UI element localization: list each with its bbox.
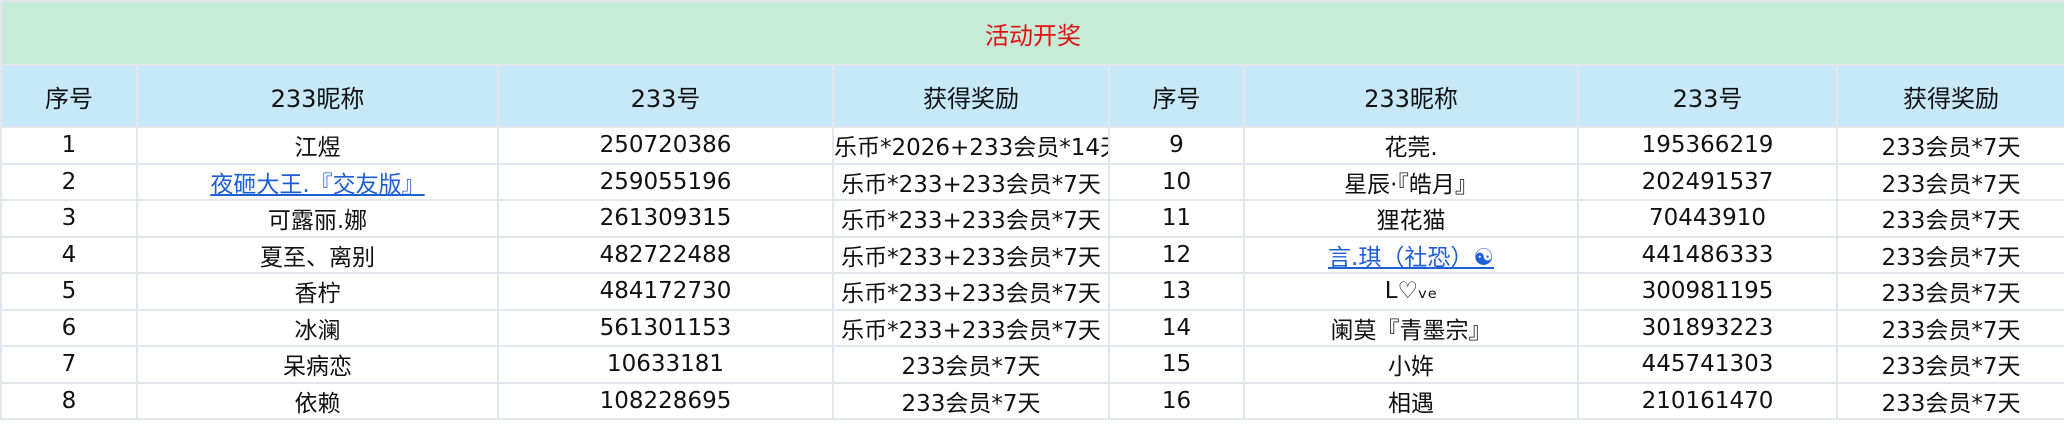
cell-nick: 花莞. xyxy=(1243,126,1579,165)
lottery-results-table: 活动开奖 序号 233昵称 233号 获得奖励 序号 233昵称 233号 获得奖励 1 江煜 2… xyxy=(0,0,2064,420)
cell-no: 14 xyxy=(1108,308,1245,347)
column-header: 233昵称 xyxy=(1243,64,1579,128)
cell-id: 445741303 xyxy=(1577,345,1838,384)
nickname-link[interactable]: 夜砸大王.『交友版』 xyxy=(210,171,425,198)
cell-prize: 233会员*7天 xyxy=(1836,308,2064,347)
cell-prize: 233会员*7天 xyxy=(1836,162,2064,201)
cell-prize: 233会员*7天 xyxy=(1836,126,2064,165)
cell-id: 261309315 xyxy=(497,199,834,238)
table-row: 3 可露丽.娜 261309315 乐币*233+233会员*7天 11 狸花猫 70443… xyxy=(0,199,2064,238)
cell-nick: 星辰·『皓月』 xyxy=(1243,162,1579,201)
cell-prize: 乐币*233+233会员*7天 xyxy=(832,272,1110,311)
cell-nick: 可露丽.娜 xyxy=(136,199,499,238)
cell-nick: 小姩 xyxy=(1243,345,1579,384)
column-header: 233昵称 xyxy=(136,64,499,128)
table-row: 1 江煜 250720386 乐币*2026+233会员*14天 9 花莞. 1953662… xyxy=(0,126,2064,165)
table-row: 6 冰澜 561301153 乐币*233+233会员*7天 14 阑莫『青墨宗』 3018… xyxy=(0,308,2064,347)
cell-no: 2 xyxy=(0,162,138,201)
cell-nick: 夜砸大王.『交友版』 xyxy=(136,162,499,201)
table-row: 2 夜砸大王.『交友版』 259055196 乐币*233+233会员*7天 10 星辰·… xyxy=(0,162,2064,201)
column-header: 233号 xyxy=(497,64,834,128)
cell-prize: 乐币*233+233会员*7天 xyxy=(832,199,1110,238)
cell-no: 4 xyxy=(0,235,138,274)
cell-id: 250720386 xyxy=(497,126,834,165)
cell-prize: 乐币*2026+233会员*14天 xyxy=(832,126,1110,165)
cell-prize: 233会员*7天 xyxy=(1836,381,2064,420)
table-title: 活动开奖 xyxy=(0,0,2064,66)
cell-no: 12 xyxy=(1108,235,1245,274)
cell-prize: 233会员*7天 xyxy=(1836,345,2064,384)
cell-no: 6 xyxy=(0,308,138,347)
cell-prize: 乐币*233+233会员*7天 xyxy=(832,235,1110,274)
cell-nick: 夏至、离别 xyxy=(136,235,499,274)
cell-prize: 乐币*233+233会员*7天 xyxy=(832,308,1110,347)
cell-nick: 江煜 xyxy=(136,126,499,165)
cell-nick: 言.琪（社恐）☯ xyxy=(1243,235,1579,274)
cell-id: 202491537 xyxy=(1577,162,1838,201)
table-row: 7 呆病恋 10633181 233会员*7天 15 小姩 445741303 233会员*7… xyxy=(0,345,2064,384)
cell-no: 3 xyxy=(0,199,138,238)
cell-no: 11 xyxy=(1108,199,1245,238)
cell-prize: 233会员*7天 xyxy=(1836,272,2064,311)
cell-nick: 阑莫『青墨宗』 xyxy=(1243,308,1579,347)
cell-no: 7 xyxy=(0,345,138,384)
cell-no: 1 xyxy=(0,126,138,165)
cell-id: 70443910 xyxy=(1577,199,1838,238)
cell-id: 482722488 xyxy=(497,235,834,274)
table-row: 4 夏至、离别 482722488 乐币*233+233会员*7天 12 言.琪（社恐）☯… xyxy=(0,235,2064,274)
cell-no: 10 xyxy=(1108,162,1245,201)
cell-prize: 233会员*7天 xyxy=(1836,235,2064,274)
cell-prize: 233会员*7天 xyxy=(1836,199,2064,238)
cell-nick: 狸花猫 xyxy=(1243,199,1579,238)
table-row: 8 依赖 108228695 233会员*7天 16 相遇 210161470 233会员*7… xyxy=(0,381,2064,420)
cell-id: 301893223 xyxy=(1577,308,1838,347)
cell-nick: 香柠 xyxy=(136,272,499,311)
cell-nick: L♡ᵥₑ xyxy=(1243,272,1579,311)
table-row: 5 香柠 484172730 乐币*233+233会员*7天 13 L♡ᵥₑ 3009811… xyxy=(0,272,2064,311)
nickname-link[interactable]: 言.琪（社恐）☯ xyxy=(1328,244,1494,271)
column-header: 获得奖励 xyxy=(832,64,1110,128)
cell-id: 441486333 xyxy=(1577,235,1838,274)
cell-id: 210161470 xyxy=(1577,381,1838,420)
cell-no: 9 xyxy=(1108,126,1245,165)
column-header: 序号 xyxy=(0,64,138,128)
cell-no: 15 xyxy=(1108,345,1245,384)
cell-no: 13 xyxy=(1108,272,1245,311)
cell-id: 484172730 xyxy=(497,272,834,311)
cell-nick: 呆病恋 xyxy=(136,345,499,384)
column-header: 获得奖励 xyxy=(1836,64,2064,128)
cell-nick: 依赖 xyxy=(136,381,499,420)
cell-no: 5 xyxy=(0,272,138,311)
cell-prize: 乐币*233+233会员*7天 xyxy=(832,162,1110,201)
cell-nick: 相遇 xyxy=(1243,381,1579,420)
cell-prize: 233会员*7天 xyxy=(832,345,1110,384)
cell-prize: 233会员*7天 xyxy=(832,381,1110,420)
column-header: 233号 xyxy=(1577,64,1838,128)
cell-no: 8 xyxy=(0,381,138,420)
cell-id: 561301153 xyxy=(497,308,834,347)
cell-id: 108228695 xyxy=(497,381,834,420)
cell-id: 300981195 xyxy=(1577,272,1838,311)
cell-no: 16 xyxy=(1108,381,1245,420)
cell-id: 10633181 xyxy=(497,345,834,384)
column-header: 序号 xyxy=(1108,64,1245,128)
cell-id: 195366219 xyxy=(1577,126,1838,165)
cell-id: 259055196 xyxy=(497,162,834,201)
cell-nick: 冰澜 xyxy=(136,308,499,347)
